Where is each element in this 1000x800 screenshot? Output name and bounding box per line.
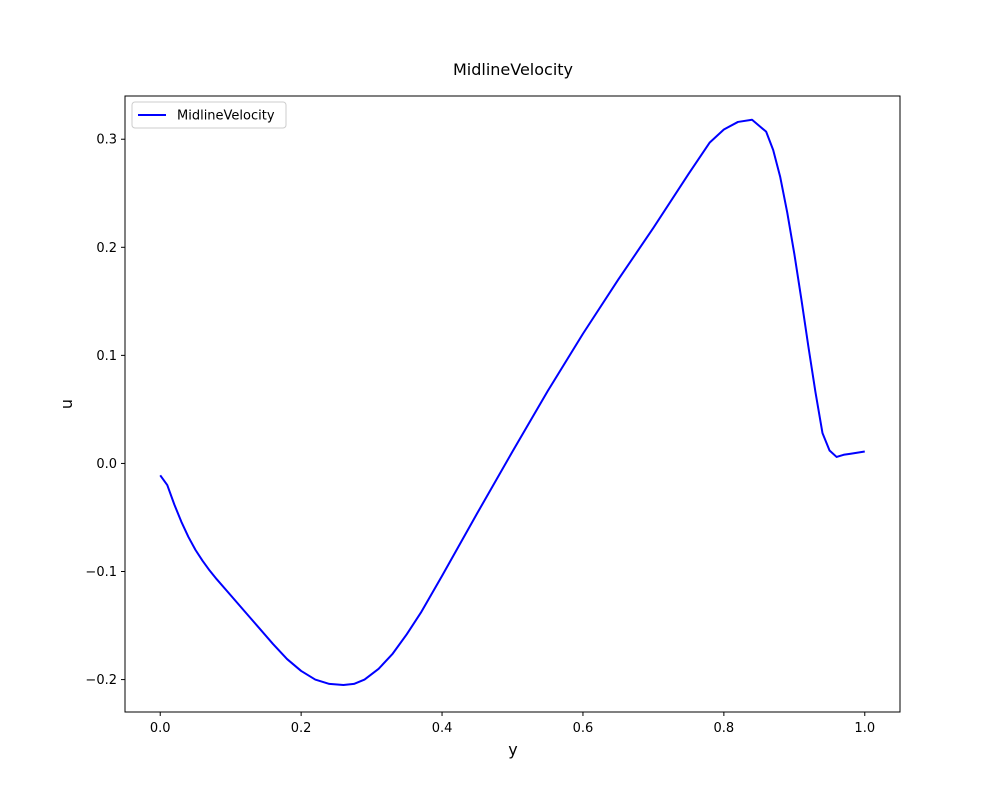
- y-axis: −0.2 −0.1 0.0 0.1 0.2 0.3: [85, 133, 125, 688]
- x-tick-label: 0.8: [714, 721, 735, 736]
- x-tick-label: 0.4: [432, 721, 453, 736]
- x-tick-label: 0.0: [150, 721, 171, 736]
- legend-label: MidlineVelocity: [177, 109, 275, 124]
- x-tick-label: 1.0: [854, 721, 875, 736]
- y-tick-label: 0.1: [96, 349, 117, 364]
- legend: MidlineVelocity: [131, 101, 287, 129]
- axes-frame: [124, 95, 901, 713]
- x-tick-label: 0.2: [291, 721, 312, 736]
- y-tick-label: −0.2: [85, 673, 117, 688]
- series-line-midline-velocity: [159, 118, 865, 686]
- y-tick-label: 0.0: [96, 457, 117, 472]
- y-tick-label: 0.3: [96, 133, 117, 148]
- series-layer: [159, 118, 865, 686]
- y-tick-label: −0.1: [85, 565, 117, 580]
- chart-title: MidlineVelocity: [453, 60, 573, 79]
- y-tick-label: 0.2: [96, 241, 117, 256]
- legend-box: [131, 101, 287, 129]
- x-axis: 0.0 0.2 0.4 0.6 0.8 1.0: [150, 712, 875, 736]
- x-axis-label: y: [508, 740, 517, 759]
- x-tick-label: 0.6: [573, 721, 594, 736]
- plot-area: 0.0 0.2 0.4 0.6 0.8 1.0 −0.2 −0.1 0.0 0.1 0.2 0.3: [85, 95, 901, 736]
- y-axis-label: u: [57, 399, 76, 409]
